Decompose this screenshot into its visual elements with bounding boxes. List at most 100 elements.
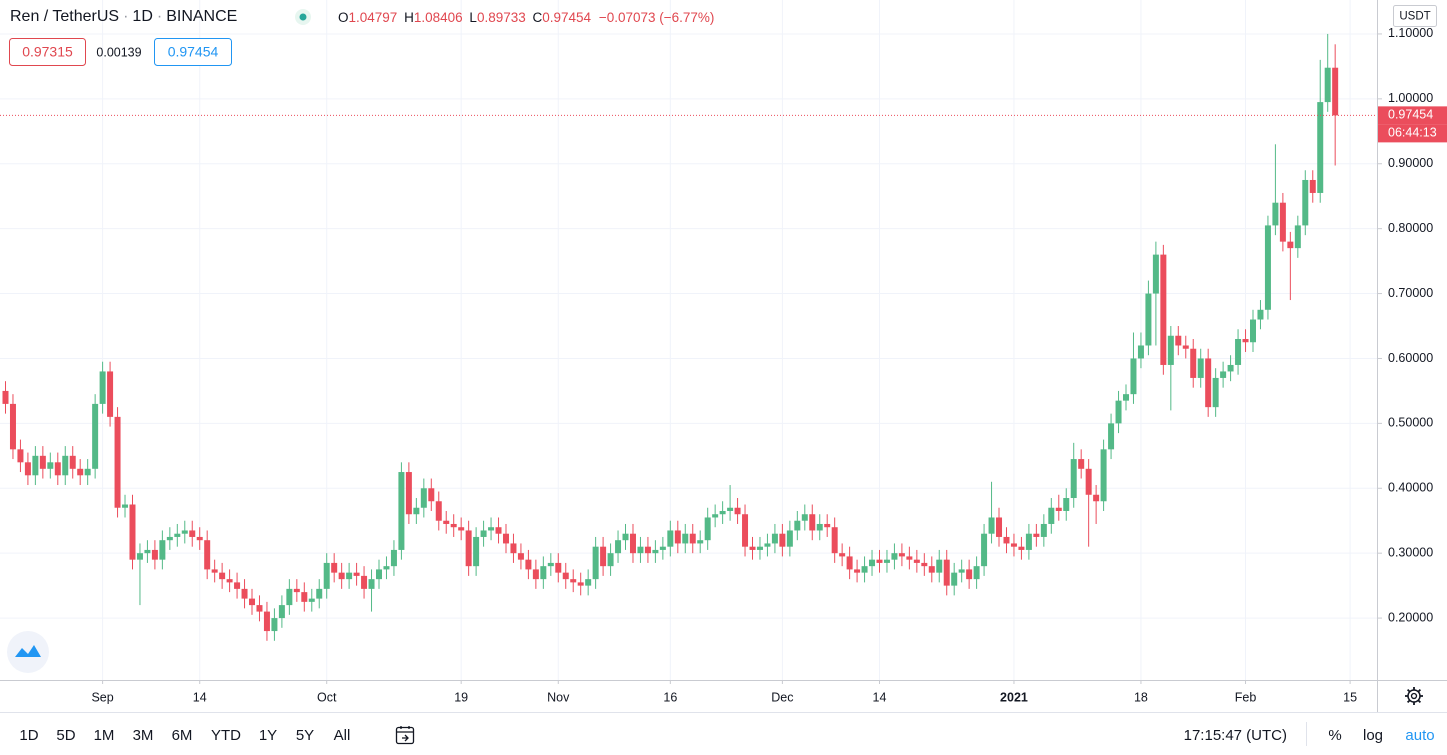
candle-body (607, 553, 614, 567)
candle-body (1100, 449, 1107, 502)
candle-body (24, 462, 31, 476)
candle-body (951, 572, 958, 586)
x-tick-label: Dec (771, 690, 793, 704)
y-tick-label: 0.50000 (1388, 416, 1433, 430)
candle-body (644, 546, 651, 554)
date-range-icon[interactable] (395, 726, 415, 745)
candle-body (1182, 345, 1189, 349)
candle-body (555, 562, 562, 573)
settings-icon[interactable] (1405, 687, 1423, 705)
range-button[interactable]: 5D (56, 727, 75, 744)
candle-body (1197, 358, 1204, 378)
candle-body (1123, 394, 1130, 401)
percent-toggle[interactable]: % (1328, 727, 1341, 744)
candle-body (674, 530, 681, 544)
candle-body (502, 533, 509, 544)
range-button[interactable]: All (334, 727, 351, 744)
candle-body (405, 472, 412, 515)
candle-body (428, 488, 435, 502)
candle-body (749, 546, 756, 550)
separator: · (123, 8, 128, 25)
candle-body (450, 523, 457, 528)
candle-body (921, 562, 928, 567)
candle-body (286, 588, 293, 606)
ohlc-value: 1.08406 (414, 10, 463, 25)
log-toggle[interactable]: log (1363, 727, 1383, 744)
range-button[interactable]: 1Y (259, 727, 277, 744)
candle-body (234, 582, 241, 589)
candle-body (876, 559, 883, 563)
auto-toggle[interactable]: auto (1405, 727, 1434, 744)
range-button[interactable]: 1D (19, 727, 38, 744)
candle-body (592, 546, 599, 580)
symbol: Ren / TetherUS (10, 8, 119, 25)
candle-body (1324, 67, 1331, 103)
candle-body (854, 569, 861, 573)
candle-body (517, 553, 524, 560)
ask-box[interactable] (154, 38, 232, 66)
candle-body (443, 520, 450, 524)
candle-body (278, 605, 285, 619)
candle-body (809, 514, 816, 531)
x-tick-label: 15 (1343, 690, 1357, 704)
range-button[interactable]: 1M (94, 727, 115, 744)
candle-body (189, 530, 196, 537)
candle-body (1055, 507, 1062, 511)
candle-body (981, 533, 988, 567)
candle-body (323, 562, 330, 589)
candle-body (816, 523, 823, 531)
candle-body (465, 530, 472, 567)
candle-body (727, 507, 734, 511)
candle-body (547, 562, 554, 567)
candle-body (1249, 319, 1256, 343)
y-tick-label: 1.00000 (1388, 91, 1433, 105)
candle-body (861, 566, 868, 573)
x-tick-label: Oct (317, 690, 337, 704)
candle-body (801, 514, 808, 521)
logo[interactable] (7, 631, 49, 673)
candle-body (1145, 293, 1152, 346)
candle-body (898, 553, 905, 557)
interval: 1D (132, 8, 152, 25)
candle-body (615, 540, 622, 554)
overlay: 0.97454 06:44:13 (0, 106, 1447, 143)
market-status-dot (299, 13, 307, 21)
candle-body (697, 540, 704, 544)
range-button[interactable]: 5Y (296, 727, 314, 744)
candle-body (54, 462, 61, 476)
candle-body (794, 520, 801, 531)
bid-box[interactable] (9, 38, 86, 66)
countdown: 06:44:13 (1388, 126, 1437, 140)
candle-body (1205, 358, 1212, 408)
candle-body (936, 559, 943, 573)
range-button[interactable]: 3M (133, 727, 154, 744)
chart-header: Ren / TetherUS · 1D · BINANCE (10, 8, 237, 25)
y-tick-label: 0.70000 (1388, 286, 1433, 300)
candles (2, 33, 1339, 641)
candle-body (771, 533, 778, 544)
candle-body (151, 549, 158, 560)
currency-box[interactable] (1393, 5, 1437, 27)
candle-body (570, 579, 577, 583)
candle-body (1160, 254, 1167, 365)
candle-body (839, 553, 846, 557)
candle-body (398, 472, 405, 550)
candle-body (361, 575, 368, 589)
candle-body (107, 371, 114, 417)
candle-body (1040, 523, 1047, 537)
candle-body (99, 371, 106, 404)
candle-body (174, 533, 181, 537)
countdown-box (1378, 124, 1447, 143)
range-button[interactable]: YTD (211, 727, 241, 744)
candle-body (1287, 241, 1294, 249)
candle-body (883, 559, 890, 563)
candle-body (1227, 364, 1234, 372)
candle-body (62, 455, 69, 476)
range-button[interactable]: 6M (172, 727, 193, 744)
candle-body (996, 517, 1003, 537)
candle-body (1220, 371, 1227, 378)
candle-body (316, 588, 323, 599)
candle-body (719, 510, 726, 515)
candle-body (1130, 358, 1137, 395)
